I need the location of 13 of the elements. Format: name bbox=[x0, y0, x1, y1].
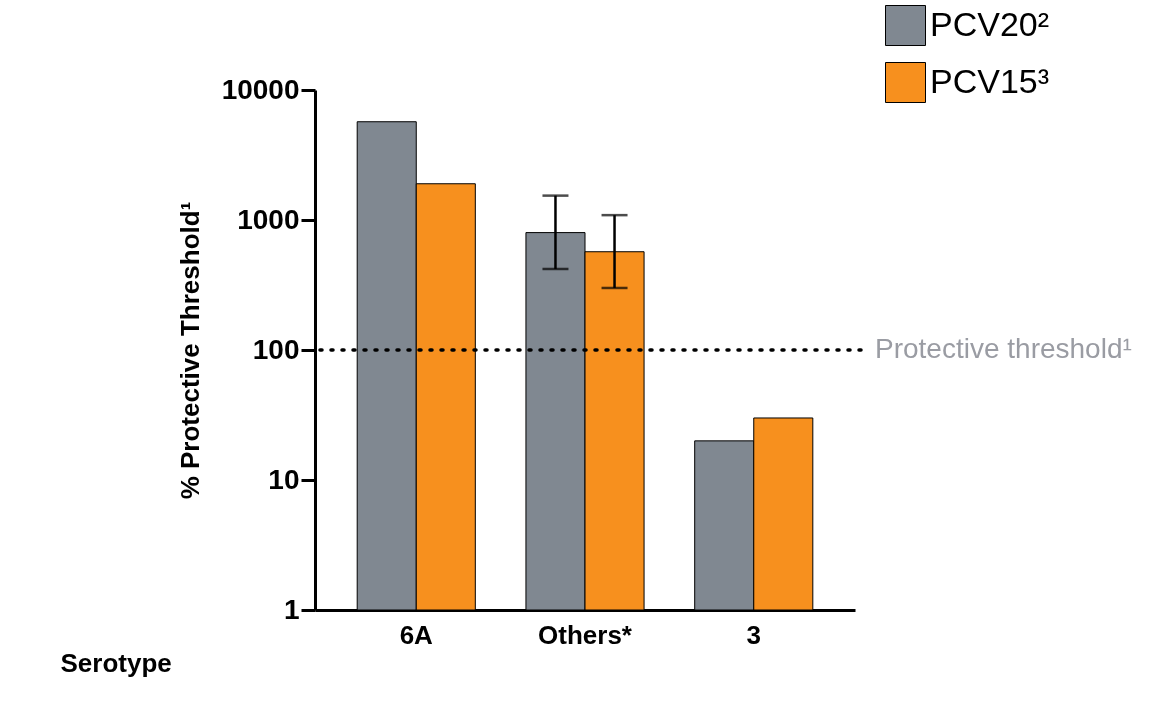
y-axis-title: % Protective Threshold¹ bbox=[174, 201, 205, 500]
y-tick-label: 100 bbox=[252, 333, 300, 365]
y-tick-label: 1000 bbox=[237, 203, 300, 235]
y-tick-label: 1 bbox=[283, 593, 300, 625]
y-tick-label: 10000 bbox=[221, 73, 300, 105]
x-tick-label: 3 bbox=[746, 619, 761, 650]
x-tick-label: 6A bbox=[399, 619, 434, 650]
x-axis-title: Serotype bbox=[60, 647, 172, 678]
y-tick-label: 10 bbox=[268, 463, 300, 495]
legend-label: PCV15³ bbox=[930, 61, 1050, 100]
x-tick-label: Others* bbox=[538, 619, 633, 650]
legend-label: PCV20² bbox=[930, 4, 1050, 43]
ref-line-label: Protective threshold¹ bbox=[875, 333, 1132, 364]
